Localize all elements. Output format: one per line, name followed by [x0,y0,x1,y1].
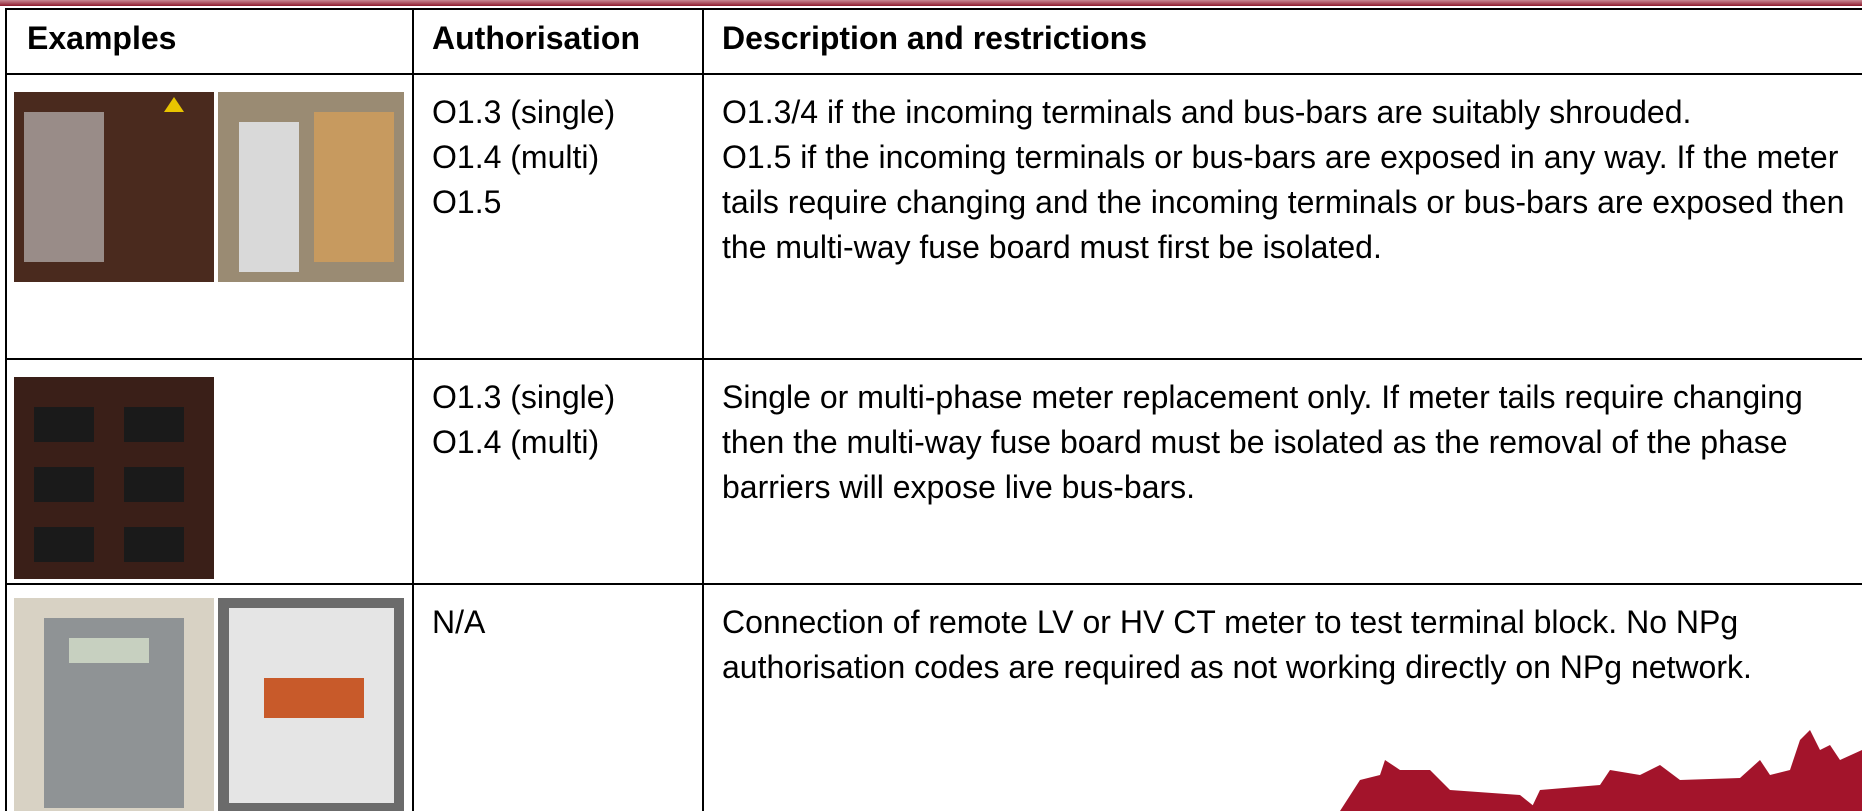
example-photo [14,92,404,282]
top-bar [0,0,1862,6]
rule [6,8,1862,10]
header-cell: Description and restrictions [722,20,1147,56]
authorisation-cell: O1.3 (single) O1.4 (multi) [432,375,692,465]
description-text: O1.5 if the incoming terminals or bus-ba… [722,139,1845,265]
authorisation-cell: N/A [432,600,692,645]
rule [702,8,704,811]
skyline-logo [1340,730,1862,811]
authorisation-code: O1.4 (multi) [432,424,600,460]
example-photo [14,377,214,579]
example-photo [14,598,404,811]
description-cell: O1.3/4 if the incoming terminals and bus… [722,90,1847,270]
description-cell: Single or multi-phase meter replacement … [722,375,1847,510]
description-text: Connection of remote LV or HV CT meter t… [722,604,1752,685]
rule [5,8,7,811]
header-cell: Examples [27,20,177,56]
description-text: O1.3/4 if the incoming terminals and bus… [722,94,1692,130]
authorisation-cell: O1.3 (single) O1.4 (multi) O1.5 [432,90,692,225]
header-cell: Authorisation [432,20,640,56]
rule [6,583,1862,585]
authorisation-code: O1.4 (multi) [432,139,600,175]
authorisation-code: O1.5 [432,184,502,220]
authorisation-code: N/A [432,604,486,640]
authorisation-code: O1.3 (single) [432,379,616,415]
rule [6,358,1862,360]
description-text: Single or multi-phase meter replacement … [722,379,1803,505]
authorisation-code: O1.3 (single) [432,94,616,130]
rule [6,73,1862,75]
rule [412,8,414,811]
description-cell: Connection of remote LV or HV CT meter t… [722,600,1847,690]
